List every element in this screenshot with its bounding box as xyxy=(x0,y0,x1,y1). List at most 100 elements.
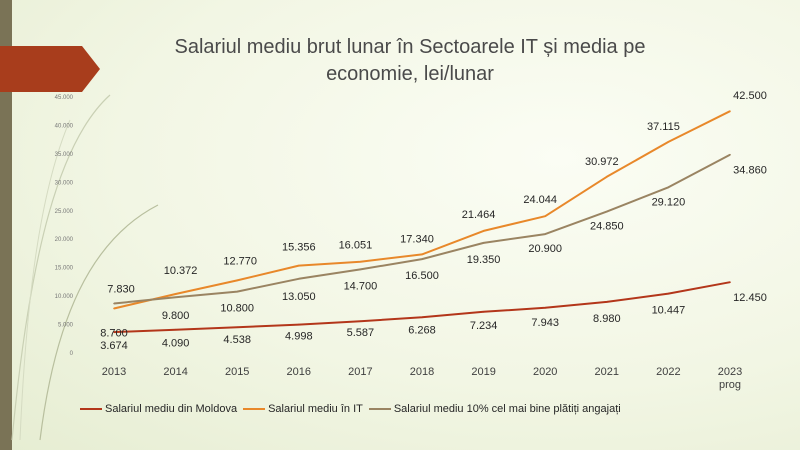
y-tick-label: 25.000 xyxy=(55,209,74,215)
data-label: 42.500 xyxy=(733,90,767,102)
y-tick-label: 0 xyxy=(70,351,74,357)
data-point xyxy=(482,311,485,313)
data-point xyxy=(359,268,362,271)
x-tick-label: 2013 xyxy=(102,366,126,378)
legend-item: Salariul mediu din Moldova xyxy=(80,403,237,415)
series-3 xyxy=(113,153,731,305)
data-point xyxy=(174,293,177,295)
data-label: 20.900 xyxy=(528,243,562,255)
x-tick-label: prog xyxy=(719,379,741,391)
title-line-1: Salariul mediu brut lunar în Sectoarele … xyxy=(174,36,646,58)
data-label: 19.350 xyxy=(467,254,501,266)
data-label: 9.800 xyxy=(162,310,190,322)
data-point xyxy=(298,264,300,267)
x-tick-label: 2017 xyxy=(348,366,372,378)
x-tick-label: 2020 xyxy=(533,366,557,378)
data-labels: 3.674 4.090 4.538 4.998 5.587 6.268 7.234 7.943… xyxy=(100,90,767,352)
data-point xyxy=(606,210,608,213)
data-point xyxy=(544,233,546,235)
decorative-curves xyxy=(11,94,159,441)
data-label: 7.234 xyxy=(470,320,498,332)
data-label: 21.464 xyxy=(462,209,496,221)
data-point xyxy=(113,331,115,333)
legend-swatch xyxy=(80,408,102,410)
y-tick-label: 30.000 xyxy=(55,180,74,186)
data-point xyxy=(667,292,670,295)
data-label: 4.998 xyxy=(285,331,313,343)
data-point xyxy=(421,253,423,256)
side-accent-bar xyxy=(0,0,12,450)
data-point xyxy=(482,242,485,244)
data-point xyxy=(236,279,238,282)
data-point xyxy=(298,277,300,280)
data-label: 10.800 xyxy=(220,303,254,315)
data-label: 12.770 xyxy=(223,255,257,267)
title-line-2: economie, lei/lunar xyxy=(326,63,494,85)
x-tick-label: 2019 xyxy=(471,366,495,378)
data-label: 8.700 xyxy=(100,328,128,340)
data-point xyxy=(421,258,423,260)
data-label: 14.700 xyxy=(344,280,378,292)
x-tick-label: 2018 xyxy=(410,366,434,378)
data-label: 7.830 xyxy=(107,283,135,295)
data-label: 12.450 xyxy=(733,292,767,304)
data-label: 34.860 xyxy=(733,165,767,177)
data-point xyxy=(236,326,238,328)
data-label: 29.120 xyxy=(652,196,686,208)
y-tick-label: 5.000 xyxy=(58,323,74,329)
x-tick-label: 2016 xyxy=(287,366,311,378)
data-label: 24.850 xyxy=(590,221,624,233)
series-1 xyxy=(113,281,731,334)
x-tick-label: 2022 xyxy=(656,366,680,378)
data-point xyxy=(359,320,362,323)
data-label: 10.447 xyxy=(652,305,686,317)
data-point xyxy=(482,230,485,232)
decor-curve-3 xyxy=(19,119,71,441)
data-point xyxy=(729,281,731,283)
x-axis: 2013 2014 2015 2016 2017 2018 2019 2020 2021 2022… xyxy=(102,366,742,391)
data-label: 13.050 xyxy=(282,291,316,303)
data-point xyxy=(113,307,115,310)
y-tick-label: 35.000 xyxy=(55,152,74,158)
data-point xyxy=(236,290,238,293)
data-label: 16.051 xyxy=(339,240,373,252)
y-tick-label: 45.000 xyxy=(55,95,74,101)
legend-swatch xyxy=(368,408,391,410)
data-label: 17.340 xyxy=(400,233,434,245)
data-point xyxy=(544,307,546,309)
series-layer xyxy=(113,110,731,334)
data-label: 7.943 xyxy=(531,317,559,329)
data-label: 4.090 xyxy=(162,338,190,350)
data-label: 4.538 xyxy=(223,334,251,346)
decor-curve-2 xyxy=(39,204,159,441)
data-point xyxy=(544,215,546,218)
x-tick-label: 2021 xyxy=(595,366,619,378)
legend-label: Salariul mediu 10% cel mai bine plătiți … xyxy=(393,403,621,415)
data-point xyxy=(606,176,608,178)
legend: Salariul mediu din Moldova Salariul mediu… xyxy=(80,403,780,415)
data-point xyxy=(667,141,670,143)
x-tick-label: 2023 xyxy=(718,366,742,378)
data-label: 24.044 xyxy=(523,194,557,206)
data-label: 15.356 xyxy=(282,242,316,254)
data-point xyxy=(729,153,731,156)
data-label: 37.115 xyxy=(647,121,680,133)
x-tick-label: 2014 xyxy=(163,366,187,378)
data-point xyxy=(174,328,177,331)
data-point xyxy=(667,186,670,189)
legend-item: Salariul mediu în IT xyxy=(243,403,363,415)
data-point xyxy=(113,302,115,305)
data-point xyxy=(359,260,362,263)
data-point xyxy=(421,316,423,319)
legend-swatch xyxy=(243,408,266,410)
data-label: 10.372 xyxy=(164,265,198,277)
y-tick-label: 15.000 xyxy=(55,266,74,272)
y-tick-label: 10.000 xyxy=(55,294,74,300)
data-label: 16.500 xyxy=(405,270,439,282)
y-tick-label: 20.000 xyxy=(55,237,74,243)
data-point xyxy=(729,110,731,113)
data-label: 6.268 xyxy=(408,324,436,336)
legend-label: Salariul mediu din Moldova xyxy=(105,403,238,415)
